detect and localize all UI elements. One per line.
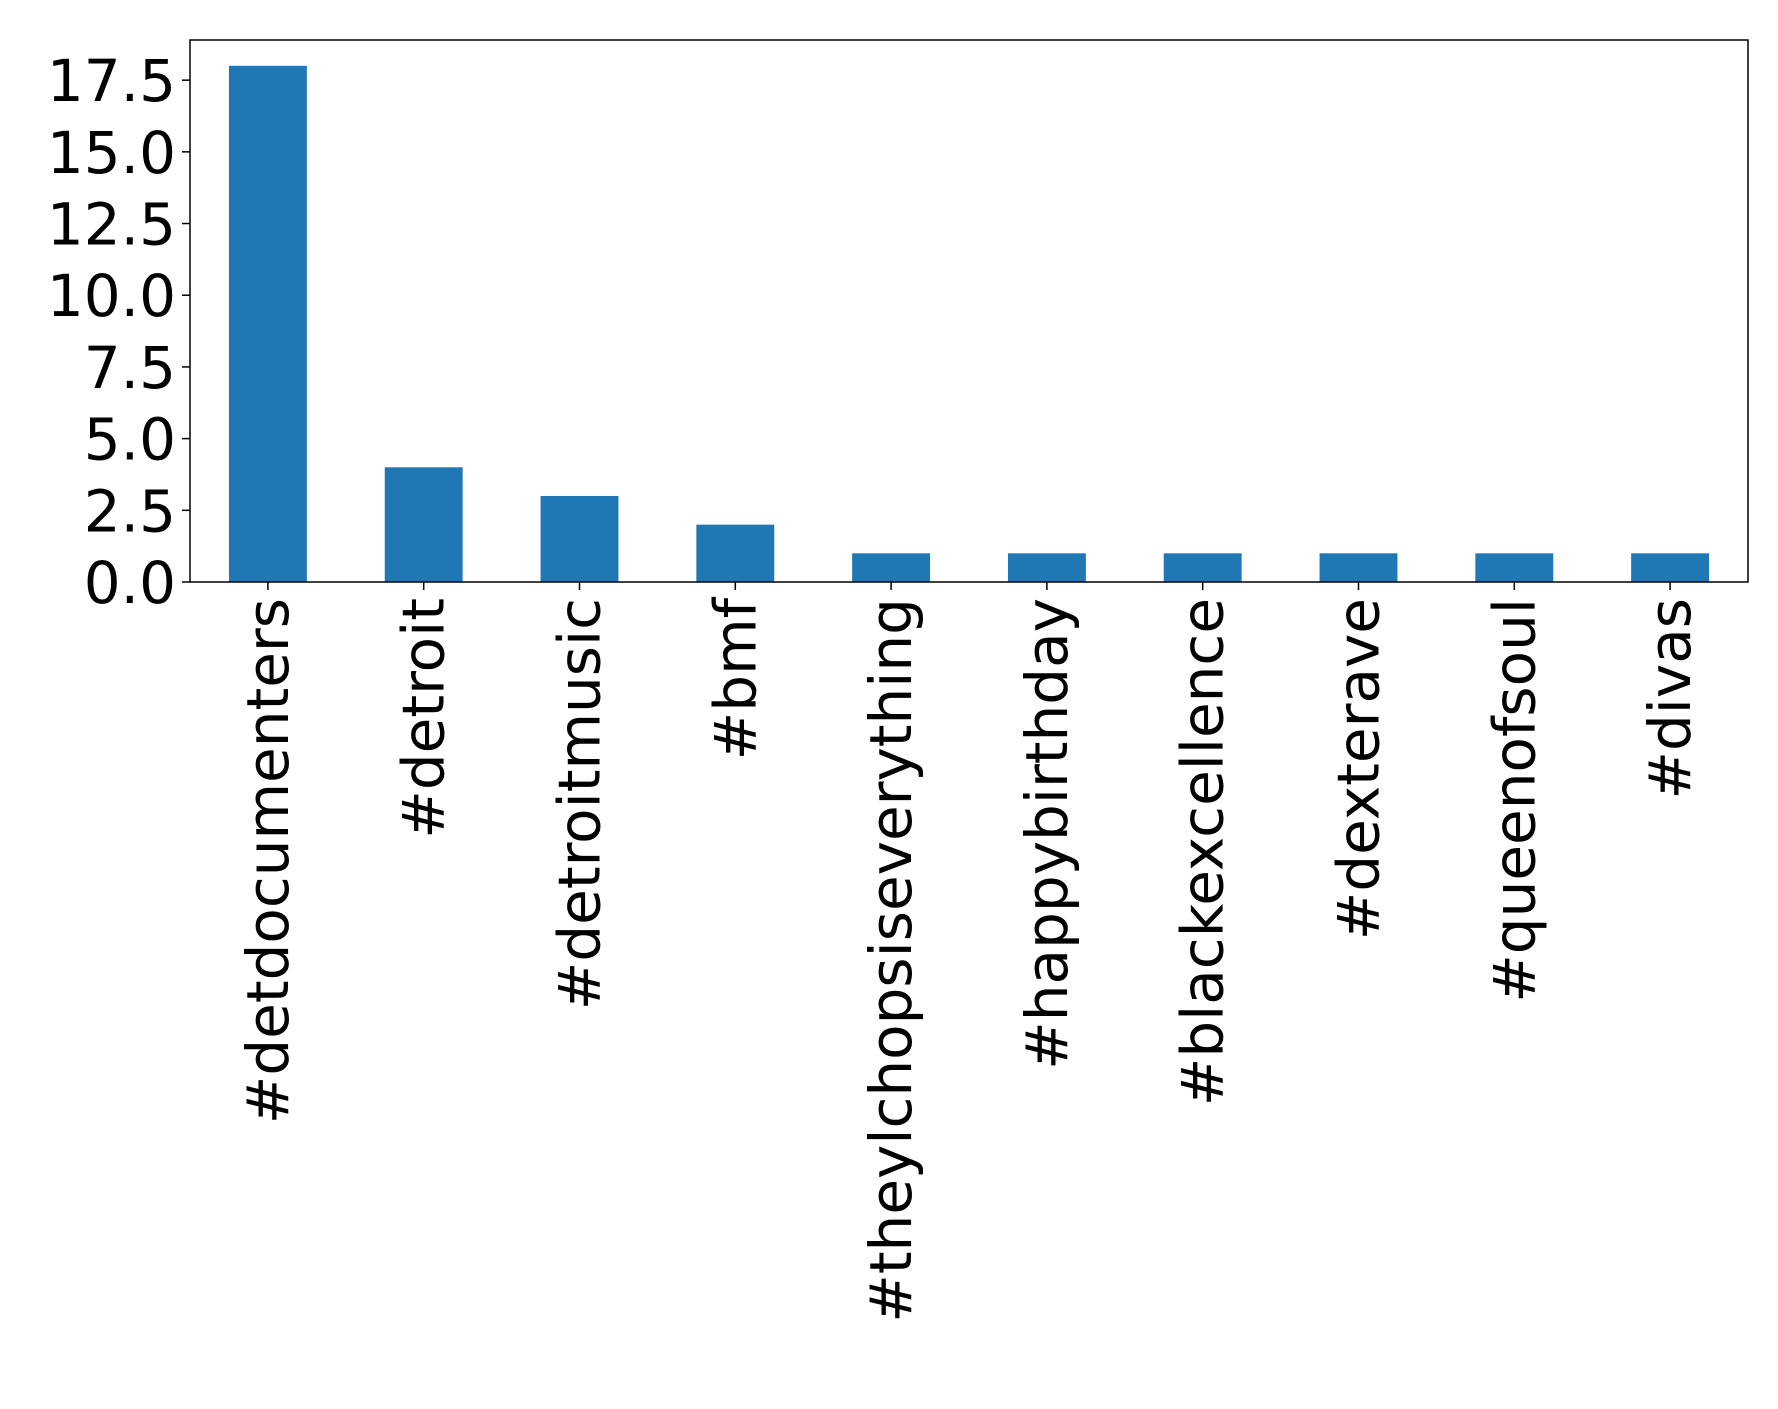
bars-layer: [228, 65, 1710, 583]
y-tick-label: 17.5: [47, 47, 176, 115]
bar-2: [540, 495, 619, 582]
bar-1: [384, 467, 463, 582]
x-axis: #detdocumenters #detroit #detroitmusic #bmf…: [234, 582, 1704, 1323]
y-tick-label: 15.0: [47, 119, 176, 187]
x-tick-label: #queenofsoul: [1480, 598, 1548, 1003]
bar-0: [228, 65, 307, 583]
x-tick-label: #detdocumenters: [234, 598, 302, 1124]
plot-frame: [189, 39, 1749, 583]
bar-7: [1319, 553, 1398, 582]
bar-4: [852, 553, 931, 582]
bar-3: [696, 524, 775, 582]
x-tick-label: #detroit: [390, 598, 458, 839]
bar-5: [1007, 553, 1086, 582]
x-tick-label: #dexterave: [1325, 598, 1393, 940]
y-tick-label: 5.0: [84, 406, 176, 474]
y-tick-label: 7.5: [84, 334, 176, 402]
y-tick-label: 0.0: [84, 549, 176, 617]
x-tick-label: #divas: [1636, 598, 1704, 800]
x-tick-label: #happybirthday: [1013, 598, 1081, 1070]
bar-9: [1631, 553, 1710, 582]
x-tick-label: #bmf: [701, 596, 769, 760]
y-tick-label: 10.0: [47, 262, 176, 330]
y-tick-label: 2.5: [84, 477, 176, 545]
x-tick-label: #blackexcellence: [1169, 598, 1237, 1106]
bar-6: [1163, 553, 1242, 582]
x-tick-label: #theylchopsiseverything: [857, 598, 925, 1323]
bar-8: [1475, 553, 1554, 582]
y-tick-label: 12.5: [47, 191, 176, 259]
y-axis: 0.02.55.07.510.012.515.017.5: [47, 47, 190, 617]
x-tick-label: #detroitmusic: [546, 598, 614, 1010]
